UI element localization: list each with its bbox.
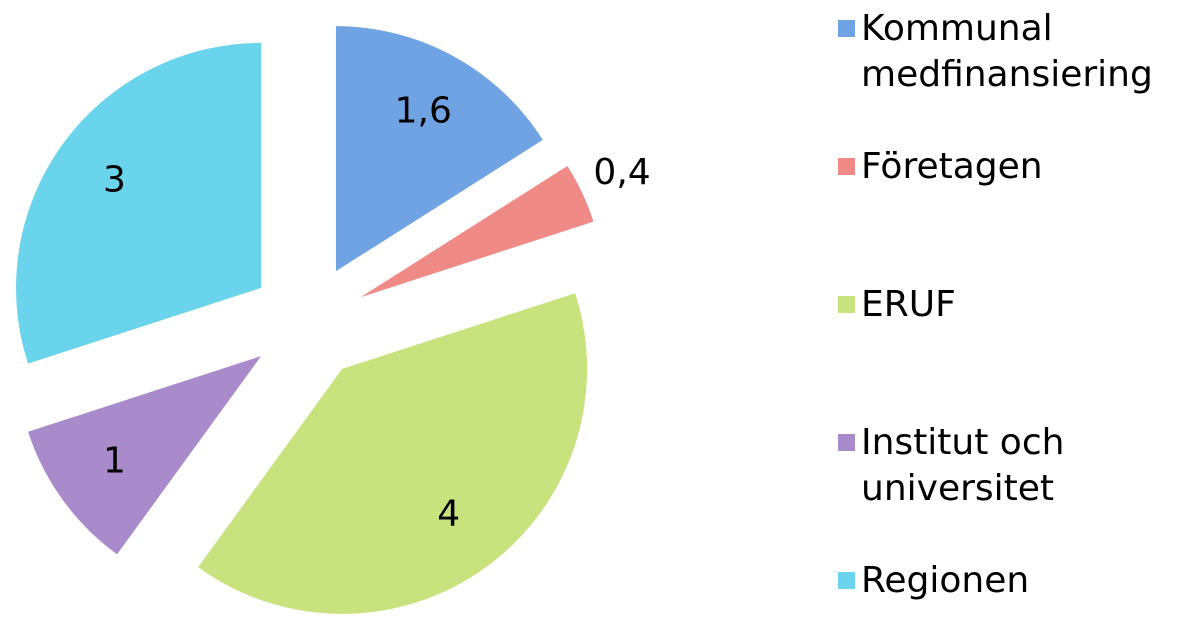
legend-item: Kommunal medfinansiering: [838, 6, 1171, 98]
legend-label: Institut och universitet: [861, 422, 1065, 509]
pie-slice: [16, 42, 262, 364]
legend-label: Regionen: [861, 560, 1030, 601]
legend-swatch: [838, 434, 855, 451]
data-label: 3: [103, 159, 126, 200]
pie-slice: [360, 166, 594, 298]
data-label: 1: [103, 441, 126, 482]
legend-item: Institut och universitet: [838, 420, 1171, 512]
data-label: 4: [437, 494, 460, 535]
legend-swatch: [838, 20, 855, 37]
legend-swatch: [838, 296, 855, 313]
legend-item: Regionen: [838, 558, 1171, 604]
pie-slice: [198, 293, 588, 614]
legend: Kommunal medfinansiering Företagen ERUF Ins…: [838, 0, 1177, 622]
data-label: 1,6: [395, 90, 452, 131]
pie-slice: [28, 356, 262, 555]
legend-label: Kommunal medfinansiering: [861, 8, 1153, 95]
legend-label: Företagen: [861, 146, 1043, 187]
legend-swatch: [838, 158, 855, 175]
data-label: 0,4: [593, 152, 650, 193]
pie-slice: [335, 26, 543, 272]
chart: 1,6 0,4 4 1 3: [16, 26, 651, 614]
legend-swatch: [838, 572, 855, 589]
legend-item: ERUF: [838, 282, 1171, 328]
legend-item: Företagen: [838, 144, 1171, 190]
legend-label: ERUF: [861, 284, 956, 325]
